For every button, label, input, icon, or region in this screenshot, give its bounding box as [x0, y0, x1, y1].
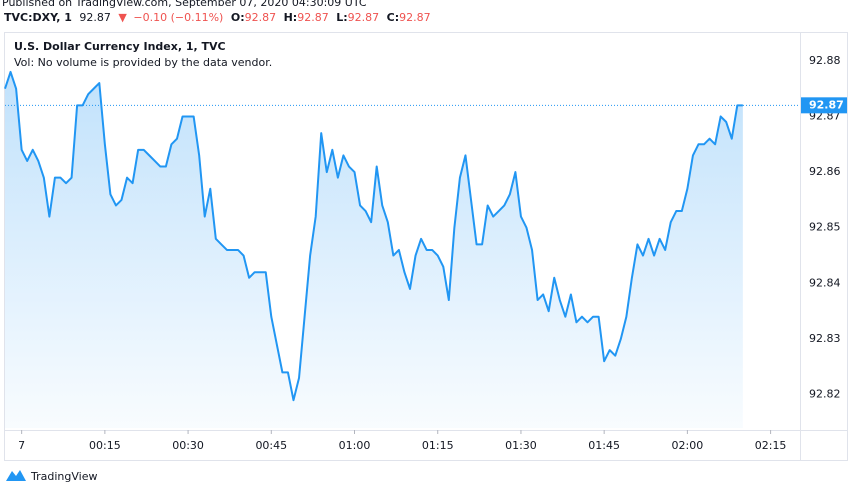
chart-title: U.S. Dollar Currency Index, 1, TVC [14, 40, 226, 53]
x-tick-label: 00:15 [89, 439, 121, 452]
x-tick-label: 01:30 [505, 439, 537, 452]
ohlc-value: 92.87 [245, 11, 277, 24]
x-tick-label: 00:30 [172, 439, 204, 452]
x-tick-label: 02:00 [672, 439, 704, 452]
logo-icon [6, 470, 26, 481]
x-tick-label: 00:45 [255, 439, 287, 452]
last-price-label: 92.87 [809, 98, 844, 111]
ohlc-label: O: [231, 11, 245, 24]
y-tick-label: 92.85 [809, 221, 841, 234]
ohlc-label: H: [284, 11, 298, 24]
header-line: TVC:DXY, 1 92.87 ▼ −0.10 (−0.11%) O:92.8… [4, 11, 431, 24]
ohlc-value: 92.87 [348, 11, 380, 24]
price-line [4, 70, 743, 402]
x-tick-label: 7 [18, 439, 25, 452]
price: 92.87 [79, 11, 111, 24]
last-price-box [801, 97, 847, 114]
down-arrow: ▼ [118, 11, 127, 24]
x-tick-label: 01:00 [339, 439, 371, 452]
y-tick-label: 92.88 [809, 54, 841, 67]
ohlc-label: C: [387, 11, 399, 24]
y-tick-label: 92.84 [809, 276, 841, 289]
y-tick-label: 92.83 [809, 332, 841, 345]
x-tick-label: 01:45 [588, 439, 620, 452]
change: −0.10 (−0.11%) [133, 11, 223, 24]
ohlc-value: 92.87 [297, 11, 329, 24]
logo: TradingView [6, 470, 97, 483]
ohlc-value: 92.87 [399, 11, 431, 24]
symbol: TVC:DXY, 1 [4, 11, 72, 24]
chart-subtitle: Vol: No volume is provided by the data v… [14, 56, 272, 69]
y-tick-label: 92.82 [809, 388, 841, 401]
brand: TradingView [30, 470, 97, 483]
published-note: Published on TradingView.com, September … [2, 0, 367, 9]
y-tick-label: 92.86 [809, 165, 841, 178]
area-fill [5, 71, 743, 428]
ohlc-label: L: [336, 11, 347, 24]
x-tick-label: 02:15 [755, 439, 787, 452]
x-tick-label: 01:15 [422, 439, 454, 452]
plot: 92.82 92.83 92.84 92.85 92.86 92.87 92.88 7 00:1… [4, 54, 847, 452]
